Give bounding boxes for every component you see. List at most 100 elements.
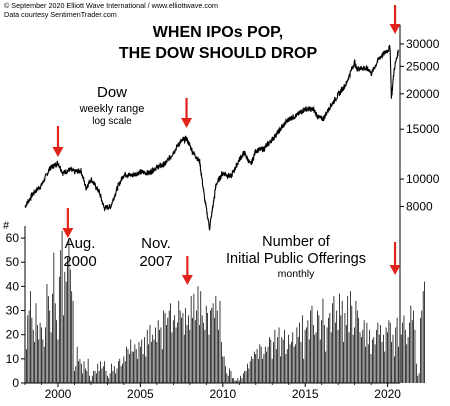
ipo-bar <box>307 320 309 383</box>
ipo-bar <box>126 346 127 383</box>
ipo-bar <box>219 300 221 383</box>
ipo-bar <box>274 329 276 383</box>
ipo-bar <box>278 327 280 383</box>
arrow-ipo-2020 <box>389 242 401 275</box>
ipo-bar <box>53 252 55 383</box>
ipo-bar <box>161 349 163 383</box>
ipo-bar <box>159 329 160 383</box>
ipo-bar <box>300 341 302 383</box>
ipo-bar <box>91 375 93 383</box>
ipo-bar <box>252 358 254 383</box>
ipo-bar <box>170 303 171 383</box>
ipo-bar <box>131 351 133 383</box>
ipo-bar <box>334 322 336 383</box>
ipo-bar <box>366 322 368 383</box>
arrow-dow-2020 <box>389 5 401 34</box>
ipo-bar <box>409 322 410 383</box>
ipo-bar <box>318 315 320 383</box>
ipo-bar <box>215 296 217 383</box>
ipo-bar <box>336 310 338 383</box>
ipo-bar <box>361 337 362 383</box>
ipo-bar <box>150 341 152 383</box>
ipo-bar <box>248 368 250 383</box>
ipo-bar <box>127 349 129 383</box>
ipo-bar <box>166 325 167 383</box>
ipo-bar <box>400 334 402 383</box>
ipo-bar <box>27 315 29 383</box>
ipo-bar <box>253 351 255 383</box>
dow-label-range: weekly range <box>79 103 145 115</box>
ipo-bar <box>393 356 395 383</box>
ipo-bar <box>123 356 125 383</box>
ipo-tick-label: 20 <box>6 328 20 342</box>
ipo-bar <box>82 373 84 383</box>
ipo-bar <box>193 293 195 383</box>
ipo-bar <box>376 329 377 383</box>
ipo-bar <box>273 341 274 383</box>
ipo-bar <box>157 320 159 383</box>
x-tick-label: 2000 <box>45 387 72 401</box>
arrow-dow-2000 <box>52 126 64 157</box>
ipo-bar <box>49 310 51 383</box>
ipo-bar <box>229 368 230 383</box>
ipo-bar <box>263 354 265 383</box>
ipo-bar <box>411 320 413 383</box>
ipo-bar <box>135 349 137 383</box>
ipo-bar <box>339 293 340 383</box>
ipo-bar <box>185 308 187 383</box>
ipo-bar <box>388 320 390 383</box>
dow-tick-label: 20000 <box>406 87 440 101</box>
ipo-bar <box>139 346 141 383</box>
ipo-bar <box>396 317 398 383</box>
ipo-bar <box>137 358 138 383</box>
ipo-bar <box>264 346 266 383</box>
ipo-bar <box>201 315 203 383</box>
ipo-bar <box>420 317 421 383</box>
ipo-bar <box>284 329 285 383</box>
ipo-bar <box>351 305 353 383</box>
ipo-bar <box>164 312 166 383</box>
ipo-bar <box>120 366 122 383</box>
ipo-bar <box>227 375 229 383</box>
ipo-bar <box>417 375 419 383</box>
ipo-bar <box>297 337 299 383</box>
ipo-bar <box>205 305 207 383</box>
ipo-bar <box>42 339 44 383</box>
ipo-bar <box>107 375 108 383</box>
ipo-bar <box>54 303 56 383</box>
ipo-bar <box>183 334 185 383</box>
ipo-bar <box>260 346 262 383</box>
ipo-subtitle: monthly <box>278 268 316 280</box>
ipo-bar <box>56 320 57 383</box>
ipo-bar <box>344 312 346 383</box>
ipo-bar <box>89 375 90 383</box>
ipo-bar <box>245 370 247 383</box>
ipo-bar <box>281 337 283 383</box>
ipo-bar <box>100 361 101 383</box>
ipo-bar <box>404 329 406 383</box>
ipo-bar <box>319 339 321 383</box>
ipo-bar <box>24 305 26 383</box>
ipo-bar <box>141 339 143 383</box>
dow-series <box>24 44 400 231</box>
ipo-bar <box>71 291 73 383</box>
x-tick-label: 2010 <box>209 387 236 401</box>
ipo-bar <box>34 341 35 383</box>
ipo-bar <box>391 341 392 383</box>
ipo-bar <box>258 358 259 383</box>
ipo-bar <box>101 368 103 383</box>
ipo-bar <box>240 375 241 383</box>
ipo-bar <box>214 317 215 383</box>
ipo-bar <box>230 370 232 383</box>
ipo-bar <box>105 370 107 383</box>
ipo-bar <box>145 356 147 383</box>
ipo-bar <box>310 310 311 383</box>
ipo-bar <box>337 329 339 383</box>
ipo-bar <box>256 349 258 383</box>
ipo-bar <box>389 322 391 383</box>
ipo-bar <box>58 276 60 383</box>
ipo-bar <box>196 310 198 383</box>
ipo-bar <box>358 317 360 383</box>
ipo-tick-label: 40 <box>6 279 20 293</box>
ipo-bar <box>372 339 373 383</box>
